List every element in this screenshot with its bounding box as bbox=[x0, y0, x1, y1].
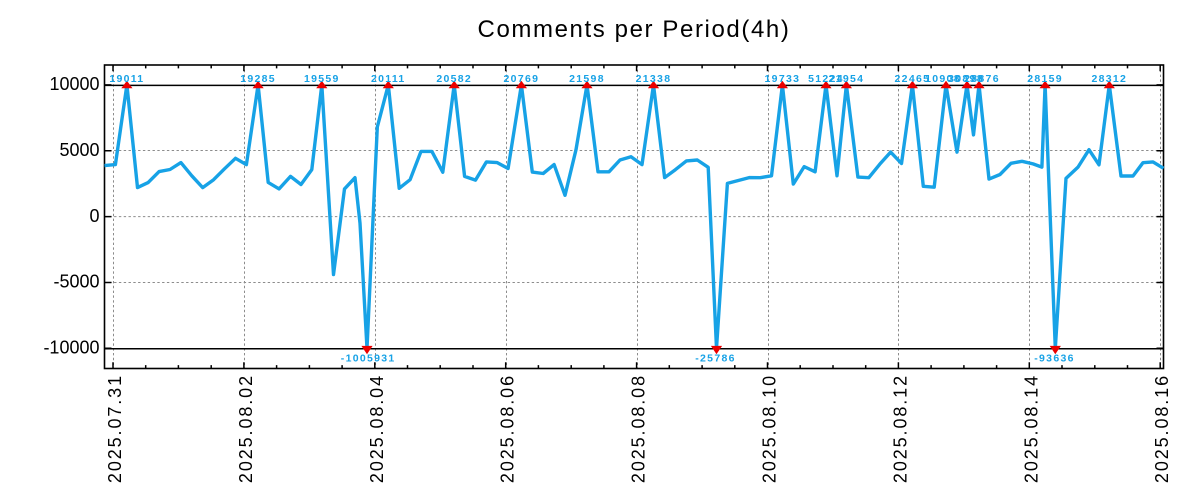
svg-text:2025.08.04: 2025.08.04 bbox=[367, 374, 387, 483]
svg-text:20111: 20111 bbox=[371, 73, 406, 85]
svg-text:0: 0 bbox=[89, 206, 99, 226]
svg-text:21338: 21338 bbox=[636, 73, 672, 85]
svg-text:10908: 10908 bbox=[925, 73, 961, 85]
svg-text:28312: 28312 bbox=[1091, 73, 1127, 85]
svg-text:2025.08.10: 2025.08.10 bbox=[760, 374, 780, 483]
svg-text:28159: 28159 bbox=[1027, 73, 1063, 85]
svg-text:2025.08.14: 2025.08.14 bbox=[1021, 374, 1041, 483]
svg-text:19285: 19285 bbox=[240, 73, 276, 85]
svg-text:2025.08.06: 2025.08.06 bbox=[498, 374, 518, 483]
svg-text:2025.08.12: 2025.08.12 bbox=[890, 374, 910, 483]
svg-text:-93636: -93636 bbox=[1034, 353, 1075, 365]
svg-text:20582: 20582 bbox=[436, 73, 472, 85]
svg-text:-25786: -25786 bbox=[695, 353, 736, 365]
svg-text:19559: 19559 bbox=[304, 73, 340, 85]
svg-text:21954: 21954 bbox=[829, 73, 865, 85]
svg-text:2025.08.08: 2025.08.08 bbox=[629, 374, 649, 483]
svg-text:2025.08.16: 2025.08.16 bbox=[1152, 374, 1172, 483]
svg-text:2025.08.02: 2025.08.02 bbox=[236, 374, 256, 483]
svg-text:20769: 20769 bbox=[504, 73, 540, 85]
svg-text:-1005931: -1005931 bbox=[341, 353, 396, 365]
svg-text:28876: 28876 bbox=[964, 73, 1000, 85]
svg-text:22465: 22465 bbox=[895, 73, 931, 85]
svg-text:-5000: -5000 bbox=[53, 272, 99, 292]
svg-text:5000: 5000 bbox=[59, 140, 99, 160]
svg-text:-10000: -10000 bbox=[43, 338, 99, 358]
svg-text:30898: 30898 bbox=[948, 73, 984, 85]
svg-text:51224: 51224 bbox=[808, 73, 844, 85]
svg-text:19011: 19011 bbox=[109, 73, 144, 85]
svg-text:19733: 19733 bbox=[765, 73, 801, 85]
svg-text:Comments per Period(4h): Comments per Period(4h) bbox=[478, 16, 791, 43]
svg-text:2025.07.31: 2025.07.31 bbox=[105, 374, 125, 483]
svg-text:21598: 21598 bbox=[569, 73, 605, 85]
svg-text:10000: 10000 bbox=[49, 74, 99, 94]
